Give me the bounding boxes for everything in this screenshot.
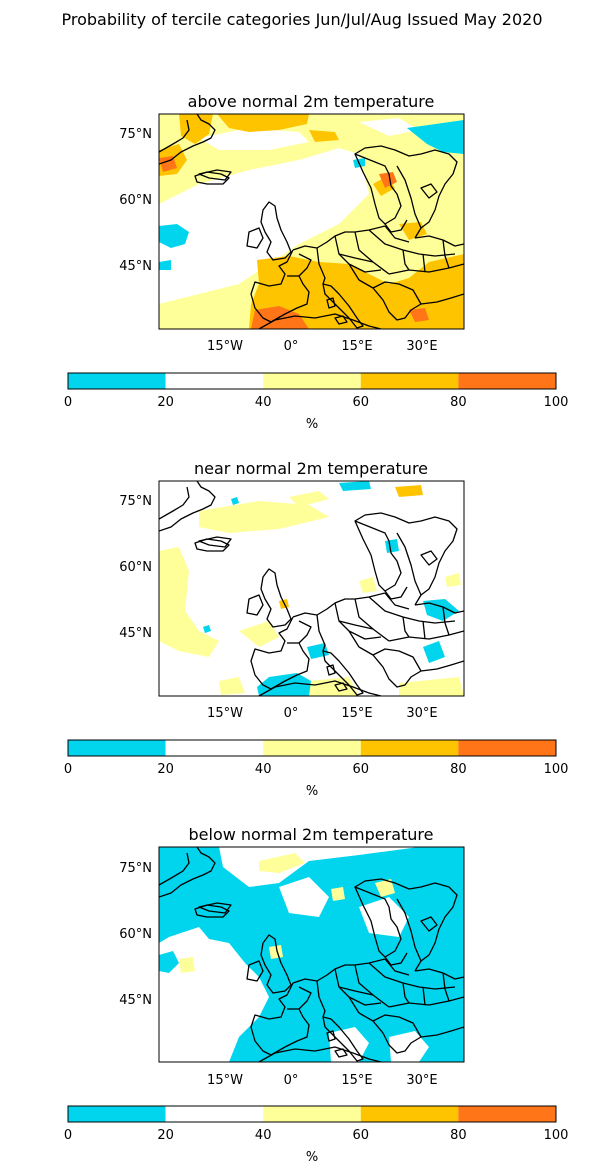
colorbar-bin: [68, 373, 166, 389]
lon-tick-label: 15°E: [341, 706, 372, 721]
colorbar-tick: 40: [255, 395, 272, 410]
lon-tick-label: 30°E: [406, 1073, 437, 1088]
panel-above-normal: above normal 2m temperature: [64, 92, 569, 432]
lon-tick-label: 15°E: [341, 339, 372, 354]
colorbar-tick: 40: [255, 762, 272, 777]
lat-tick-label: 60°N: [119, 927, 152, 942]
colorbar-bin: [263, 740, 361, 756]
lon-tick-label: 0°: [284, 706, 299, 721]
colorbar-bin: [360, 373, 459, 389]
colorbar-bin: [360, 740, 459, 756]
map-field: [159, 481, 464, 696]
colorbar: 0 20 40 60 80 100 %: [64, 1105, 569, 1165]
colorbar-tick: 100: [544, 1128, 569, 1143]
lat-tick-label: 60°N: [119, 560, 152, 575]
lat-tick-label: 45°N: [119, 993, 152, 1008]
lat-tick-label: 75°N: [119, 127, 152, 142]
colorbar-tick: 80: [450, 1128, 467, 1143]
lat-tick-label: 45°N: [119, 259, 152, 274]
panel-title: above normal 2m temperature: [188, 92, 435, 111]
colorbar-bin: [263, 1106, 361, 1122]
map-field: [159, 847, 464, 1062]
lon-axis: 15°W 0° 15°E 30°E: [207, 1073, 438, 1088]
lon-tick-label: 15°E: [341, 1073, 372, 1088]
colorbar-tick: 20: [157, 1128, 174, 1143]
colorbar-tick: 20: [157, 762, 174, 777]
colorbar-unit: %: [306, 784, 318, 799]
lon-tick-label: 30°E: [406, 706, 437, 721]
colorbar-bin: [360, 1106, 459, 1122]
colorbar-tick: 100: [544, 762, 569, 777]
lon-tick-label: 15°W: [207, 706, 243, 721]
colorbar-bin: [165, 740, 264, 756]
lat-axis: 75°N 60°N 45°N: [119, 861, 152, 1008]
lat-axis: 75°N 60°N 45°N: [119, 494, 152, 641]
colorbar-tick: 100: [544, 395, 569, 410]
colorbar-tick: 0: [64, 395, 72, 410]
lon-tick-label: 30°E: [406, 339, 437, 354]
colorbar-bin: [68, 740, 166, 756]
colorbar-tick: 60: [353, 395, 370, 410]
colorbar-tick: 60: [353, 762, 370, 777]
lat-tick-label: 75°N: [119, 494, 152, 509]
colorbar-bin: [165, 373, 264, 389]
colorbar-tick: 0: [64, 762, 72, 777]
lat-axis: 75°N 60°N 45°N: [119, 127, 152, 274]
colorbar: 0 20 40 60 80 100 %: [64, 739, 569, 799]
colorbar-bin: [68, 1106, 166, 1122]
lon-tick-label: 15°W: [207, 1073, 243, 1088]
lon-tick-label: 0°: [284, 1073, 299, 1088]
colorbar-bin: [458, 740, 556, 756]
colorbar-bin: [165, 1106, 264, 1122]
colorbar: 0 20 40 60 80 100 %: [64, 372, 569, 432]
panel-title: below normal 2m temperature: [189, 825, 434, 844]
lon-axis: 15°W 0° 15°E 30°E: [207, 339, 438, 354]
colorbar-tick: 0: [64, 1128, 72, 1143]
lat-tick-label: 45°N: [119, 626, 152, 641]
lon-tick-label: 15°W: [207, 339, 243, 354]
panel-below-normal: below normal 2m temperature: [64, 825, 569, 1165]
colorbar-unit: %: [306, 417, 318, 432]
lon-axis: 15°W 0° 15°E 30°E: [207, 706, 438, 721]
colorbar-tick: 80: [450, 395, 467, 410]
colorbar-tick: 20: [157, 395, 174, 410]
colorbar-tick: 60: [353, 1128, 370, 1143]
figure-title: Probability of tercile categories Jun/Ju…: [62, 10, 543, 29]
colorbar-bin: [458, 1106, 556, 1122]
colorbar-tick: 40: [255, 1128, 272, 1143]
lat-tick-label: 75°N: [119, 861, 152, 876]
panel-near-normal: near normal 2m temperature: [64, 459, 569, 799]
colorbar-tick: 80: [450, 762, 467, 777]
panel-title: near normal 2m temperature: [194, 459, 428, 478]
colorbar-bin: [263, 373, 361, 389]
map-field: [159, 114, 464, 329]
colorbar-unit: %: [306, 1150, 318, 1165]
lon-tick-label: 0°: [284, 339, 299, 354]
colorbar-bin: [458, 373, 556, 389]
lat-tick-label: 60°N: [119, 193, 152, 208]
